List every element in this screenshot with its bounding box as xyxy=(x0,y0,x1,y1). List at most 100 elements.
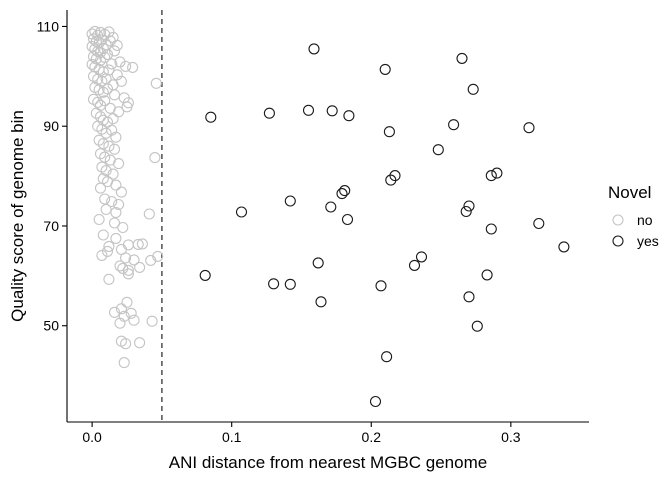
data-point-yes xyxy=(381,351,393,363)
legend-label-no: no xyxy=(637,212,653,228)
data-point-no xyxy=(107,168,119,180)
data-point-no xyxy=(99,95,111,107)
data-point-yes xyxy=(343,110,355,122)
data-point-no xyxy=(132,238,144,250)
data-point-no xyxy=(90,107,102,119)
data-point-yes xyxy=(467,83,479,95)
data-point-no xyxy=(96,249,108,261)
data-point-yes xyxy=(369,395,382,408)
data-point-no xyxy=(146,315,158,327)
data-point-no xyxy=(100,165,112,177)
data-point-no xyxy=(103,273,115,285)
data-point-no xyxy=(122,239,134,251)
data-point-yes xyxy=(326,105,338,117)
data-point-yes xyxy=(379,63,391,75)
data-point-no xyxy=(108,306,121,318)
data-point-no xyxy=(125,307,137,319)
data-point-yes xyxy=(485,170,497,182)
data-point-yes xyxy=(385,174,397,186)
data-point-no xyxy=(127,61,139,73)
data-point-no xyxy=(115,75,127,87)
data-point-no xyxy=(96,161,108,173)
data-point-no xyxy=(117,262,129,274)
data-point-yes xyxy=(312,257,324,269)
data-point-no xyxy=(110,131,122,143)
data-point-yes xyxy=(471,320,483,332)
data-point-no xyxy=(100,203,112,216)
data-point-no xyxy=(101,48,114,60)
data-point-no xyxy=(114,260,126,272)
data-point-no xyxy=(120,338,132,350)
data-point-yes xyxy=(456,52,468,64)
data-point-no xyxy=(113,198,125,211)
data-point-yes xyxy=(448,119,460,131)
points-yes xyxy=(199,43,570,408)
data-point-no xyxy=(117,221,129,234)
data-point-yes xyxy=(325,201,337,213)
data-point-no xyxy=(113,106,125,118)
data-point-no xyxy=(128,314,140,326)
data-point-no xyxy=(152,250,164,262)
data-point-no xyxy=(94,182,107,194)
data-point-yes xyxy=(408,259,421,271)
data-point-no xyxy=(121,296,133,308)
data-point-no xyxy=(121,101,133,113)
data-point-no xyxy=(143,208,155,220)
data-point-yes xyxy=(415,251,428,263)
data-point-no xyxy=(134,337,146,349)
data-point-no xyxy=(108,143,121,155)
x-tick-label: 0.2 xyxy=(362,429,382,445)
y-tick-label: 50 xyxy=(43,318,59,334)
data-point-yes xyxy=(432,144,444,156)
legend-key-no xyxy=(612,214,624,226)
data-point-yes xyxy=(463,200,475,212)
data-point-yes xyxy=(339,185,351,197)
data-point-no xyxy=(100,127,112,139)
points-no xyxy=(86,25,164,369)
data-point-no xyxy=(108,45,121,57)
data-point-no xyxy=(150,77,162,89)
data-point-yes xyxy=(341,213,354,226)
data-point-yes xyxy=(263,107,275,119)
legend-key-yes xyxy=(612,235,624,247)
x-ticks: 0.0 0.1 0.2 0.3 xyxy=(82,422,521,445)
data-point-no xyxy=(106,195,118,208)
legend-label-yes: yes xyxy=(637,233,659,249)
data-point-no xyxy=(97,86,109,98)
y-tick-label: 90 xyxy=(43,118,59,134)
data-point-no xyxy=(93,134,105,146)
data-point-no xyxy=(122,268,134,280)
x-axis-title: ANI distance from nearest MGBC genome xyxy=(169,453,487,472)
data-point-yes xyxy=(308,43,320,55)
y-tick-label: 70 xyxy=(43,218,59,234)
data-point-no xyxy=(108,217,121,229)
data-point-no xyxy=(110,206,122,219)
data-point-no xyxy=(99,51,111,63)
data-point-no xyxy=(97,229,109,241)
data-point-no xyxy=(108,89,121,101)
y-ticks: 50 70 90 110 xyxy=(37,18,67,334)
data-point-yes xyxy=(375,280,387,292)
legend: Novel no yes xyxy=(608,183,659,249)
data-point-no xyxy=(136,238,148,250)
data-point-no xyxy=(115,303,127,315)
data-point-no xyxy=(99,193,111,205)
data-point-yes xyxy=(533,217,545,230)
data-point-no xyxy=(103,240,115,252)
x-tick-label: 0.0 xyxy=(82,429,102,445)
data-point-no xyxy=(92,96,104,108)
data-point-yes xyxy=(284,195,296,207)
data-point-no xyxy=(149,152,161,164)
data-point-yes xyxy=(235,206,248,218)
data-point-yes xyxy=(463,291,475,303)
data-point-yes xyxy=(199,269,211,281)
data-point-no xyxy=(103,26,115,38)
data-point-no xyxy=(110,232,122,244)
data-point-no xyxy=(114,317,126,329)
data-point-no xyxy=(106,58,118,70)
data-point-no xyxy=(107,113,119,125)
data-point-yes xyxy=(336,188,348,200)
data-point-yes xyxy=(315,296,327,308)
data-point-no xyxy=(111,69,123,81)
data-point-no xyxy=(120,252,132,264)
